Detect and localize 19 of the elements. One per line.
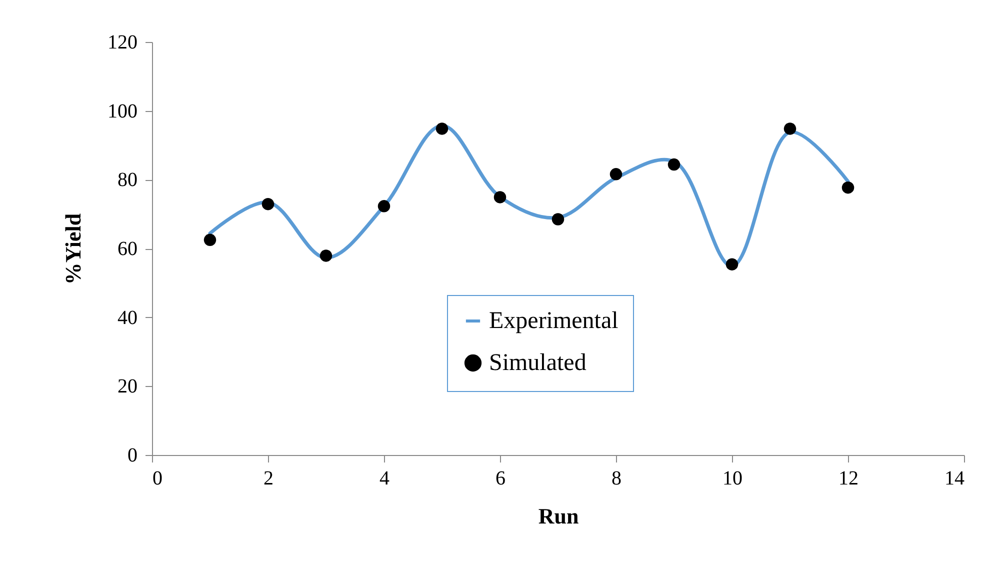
x-tick-label: 12 — [838, 468, 858, 490]
x-tick-label: 2 — [264, 468, 274, 490]
y-tick-label: 120 — [108, 32, 138, 54]
x-tick-label: 8 — [612, 468, 622, 490]
x-tick-label: 10 — [722, 468, 742, 490]
x-tick-label: 6 — [496, 468, 506, 490]
x-tick-label: 14 — [944, 468, 964, 490]
y-tick-label: 20 — [118, 376, 138, 398]
x-axis-title: Run — [538, 504, 579, 528]
x-tick-label: 0 — [152, 468, 162, 490]
y-axis-title: %Yield — [60, 213, 86, 285]
y-tick-label: 80 — [118, 169, 138, 192]
y-tick-label: 60 — [118, 238, 138, 260]
legend-label: Experimental — [489, 308, 619, 334]
y-tick-label: 40 — [118, 306, 138, 329]
y-tick-label: 100 — [108, 100, 138, 122]
y-tick-label: 0 — [128, 444, 138, 466]
legend-label: Simulated — [489, 350, 586, 376]
x-tick-label: 4 — [380, 468, 390, 490]
